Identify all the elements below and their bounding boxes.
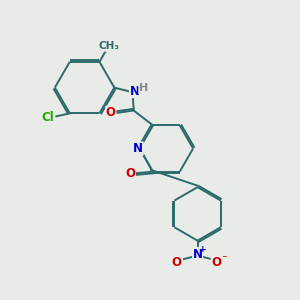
Text: +: + <box>199 245 207 254</box>
Text: ⁻: ⁻ <box>222 254 227 264</box>
Text: N: N <box>130 85 140 98</box>
Text: N: N <box>193 248 202 260</box>
Text: O: O <box>172 256 182 269</box>
Text: N: N <box>133 142 143 155</box>
Text: O: O <box>106 106 116 119</box>
Text: O: O <box>211 256 221 269</box>
Text: O: O <box>125 167 135 180</box>
Text: Cl: Cl <box>42 111 54 124</box>
Text: CH₃: CH₃ <box>98 41 119 51</box>
Text: H: H <box>139 83 148 94</box>
